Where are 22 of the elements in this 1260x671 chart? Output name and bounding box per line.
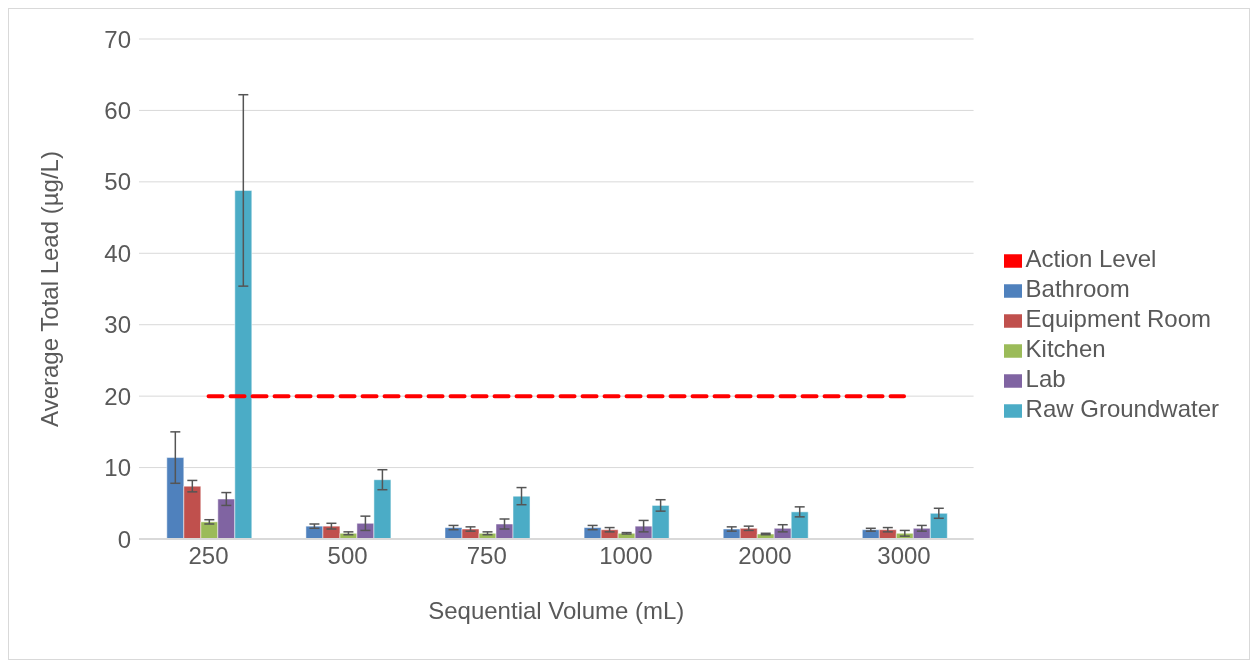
legend-label: Lab bbox=[1025, 365, 1066, 392]
x-tick-label: 2000 bbox=[738, 542, 792, 570]
legend-label: Action Level bbox=[1025, 245, 1157, 272]
x-tick-label: 1000 bbox=[599, 542, 653, 570]
y-tick-label: 70 bbox=[104, 25, 131, 53]
y-tick-label: 10 bbox=[104, 454, 131, 482]
legend-label: Bathroom bbox=[1025, 275, 1130, 302]
legend-label: Raw Groundwater bbox=[1025, 395, 1219, 422]
y-tick-label: 0 bbox=[117, 525, 131, 553]
x-tick-label: 3000 bbox=[877, 542, 931, 570]
y-tick-label: 50 bbox=[104, 168, 131, 196]
y-axis-title: Average Total Lead (µg/L) bbox=[35, 151, 63, 427]
x-axis-title: Sequential Volume (mL) bbox=[428, 597, 685, 624]
y-tick-label: 40 bbox=[104, 239, 131, 267]
y-tick-label: 30 bbox=[104, 311, 131, 339]
y-tick-label: 60 bbox=[104, 96, 131, 124]
x-tick-label: 750 bbox=[466, 542, 507, 570]
x-tick-label: 250 bbox=[188, 542, 229, 570]
y-tick-label: 20 bbox=[104, 382, 131, 410]
legend-label: Equipment Room bbox=[1025, 305, 1212, 332]
legend-label: Kitchen bbox=[1025, 335, 1106, 362]
x-tick-label: 500 bbox=[327, 542, 368, 570]
